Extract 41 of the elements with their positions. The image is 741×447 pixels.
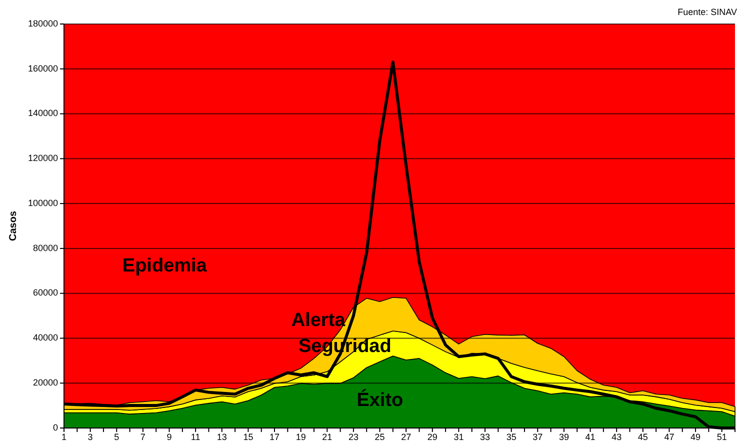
- x-tick-label: 31: [454, 432, 464, 442]
- x-tick-label: 17: [270, 432, 280, 442]
- x-tick-label: 21: [322, 432, 332, 442]
- y-tick-label: 180000: [28, 18, 58, 28]
- source-note: Fuente: SINAV: [678, 7, 737, 17]
- x-tick-label: 51: [716, 432, 727, 442]
- x-tick-label: 15: [243, 432, 254, 442]
- x-tick-label: 41: [585, 432, 596, 442]
- series-label: Éxito: [356, 388, 404, 411]
- x-tick-label: 13: [216, 432, 227, 442]
- y-tick-label: 100000: [28, 198, 58, 208]
- y-tick-label: 60000: [32, 288, 58, 298]
- band-label: Epidemia: [122, 255, 208, 276]
- y-tick-label: 20000: [32, 377, 58, 388]
- x-tick-label: 3: [88, 432, 93, 442]
- x-tick-label: 29: [427, 432, 438, 442]
- y-tick-label: 0: [52, 422, 58, 432]
- y-tick-label: 160000: [28, 63, 58, 74]
- x-tick-label: 37: [532, 432, 543, 442]
- x-tick-label: 1: [61, 432, 67, 442]
- x-tick-label: 25: [374, 432, 385, 442]
- x-tick-label: 43: [612, 432, 622, 442]
- x-tick-label: 47: [664, 432, 674, 442]
- series-label: Alerta: [291, 310, 346, 331]
- x-tick-label: 9: [166, 432, 172, 442]
- y-tick-label: 40000: [32, 332, 58, 343]
- y-tick-label: 140000: [28, 108, 58, 118]
- x-tick-label: 7: [140, 432, 146, 442]
- x-tick-label: 33: [480, 432, 490, 442]
- y-axis-title: Casos: [8, 210, 19, 242]
- x-tick-label: 11: [190, 432, 200, 442]
- x-tick-label: 27: [401, 432, 412, 442]
- x-tick-label: 19: [296, 432, 306, 442]
- y-tick-label: 120000: [28, 153, 58, 164]
- y-tick-label: 80000: [32, 242, 58, 253]
- x-tick-label: 35: [506, 432, 516, 442]
- x-tick-label: 5: [114, 432, 120, 442]
- x-tick-label: 23: [348, 432, 358, 442]
- x-tick-label: 39: [558, 432, 569, 442]
- x-tick-label: 45: [638, 432, 648, 442]
- x-tick-label: 49: [690, 432, 701, 442]
